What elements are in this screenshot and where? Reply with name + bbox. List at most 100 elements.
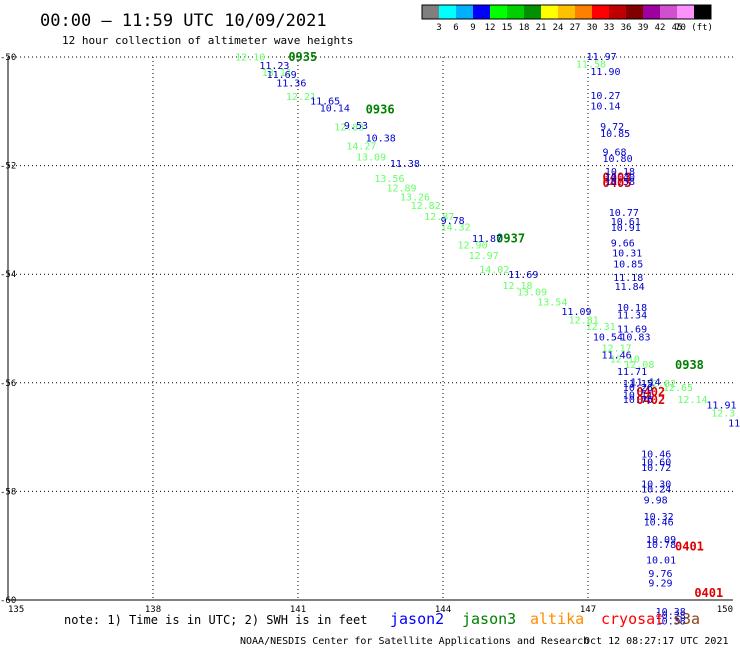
swh-value-label: 10.11	[623, 391, 653, 402]
swh-value-label: 11.87	[472, 234, 502, 245]
swh-value-label: 10.60	[641, 458, 671, 469]
pass-time-label: 0401	[694, 586, 723, 600]
y-tick-label: -58	[0, 487, 16, 497]
colorbar-swatch	[575, 5, 592, 19]
swh-value-label: 12.10	[235, 52, 265, 63]
swh-value-label: 12.65	[663, 383, 693, 394]
swh-value-label: 11.34	[617, 310, 647, 321]
colorbar-swatch	[473, 5, 490, 19]
swh-value-label: 10.83	[620, 333, 650, 344]
swh-value-label: 12.10	[610, 354, 640, 365]
swh-value-label: 9.98	[644, 496, 668, 507]
swh-value-label: 10.72	[641, 463, 671, 474]
swh-value-label: 10.58	[605, 177, 635, 188]
page-subtitle: 12 hour collection of altimeter wave hei…	[62, 34, 353, 47]
colorbar-swatch	[524, 5, 541, 19]
colorbar-swatch	[439, 5, 456, 19]
colorbar-swatch	[609, 5, 626, 19]
colorbar-swatch	[490, 5, 507, 19]
swh-value-label: 12.14	[677, 395, 707, 406]
colorbar-label: 27	[570, 23, 581, 33]
legend: jason2 jason3 altika cryosat s3a	[390, 610, 700, 628]
axis-ticks: 135 138 141 144 147 150 -50 -52 -54 -56 -58 -60	[0, 53, 733, 615]
swh-value-label: 9.29	[648, 579, 672, 590]
colorbar-label: 70 (ft)	[675, 23, 713, 33]
swh-value-label: 10.77	[609, 208, 639, 219]
swh-value-label: 12.87	[424, 212, 454, 223]
swh-value-label: 14.02	[479, 265, 509, 276]
swh-value-label: 12.3	[711, 409, 735, 420]
plot-grid	[8, 56, 733, 600]
colorbar-swatch	[660, 5, 677, 19]
swh-value-label: 12.83	[334, 123, 364, 134]
swh-value-label: 9.72	[600, 122, 624, 133]
swh-value-label: 12.21	[286, 92, 316, 103]
colorbar-label: 9	[470, 23, 475, 33]
swh-value-label: 10.38	[656, 617, 686, 628]
colorbar-label: 15	[502, 23, 513, 33]
swh-value-label: 14.27	[346, 142, 376, 153]
pass-time-label: 0403	[603, 170, 632, 184]
colorbar-label: 30	[587, 23, 598, 33]
y-tick-label: -56	[0, 379, 16, 389]
swh-value-label: 9.66	[611, 239, 635, 250]
footer-credit: NOAA/NESDIS Center for Satellite Applica…	[240, 636, 589, 647]
swh-value-label: 10.14	[320, 103, 350, 114]
swh-value-label: 11.69	[617, 325, 647, 336]
swh-value-label: 10.40	[605, 172, 635, 183]
swh-value-label: 12.31	[586, 322, 616, 333]
swh-value-label: 13.56	[374, 174, 404, 185]
colorbar-swatch	[422, 5, 439, 19]
x-tick-label: 147	[580, 605, 596, 615]
y-tick-label: -52	[0, 162, 16, 172]
x-tick-label: 150	[717, 605, 733, 615]
colorbar-label: 3	[436, 23, 441, 33]
swh-value-label: 10.80	[603, 154, 633, 165]
swh-value-label: 11.58	[576, 60, 606, 71]
colorbar-swatch	[456, 5, 473, 19]
swh-value-label: 11.14	[631, 378, 661, 389]
swh-value-label: 10.46	[641, 449, 671, 460]
swh-value-label: 10.01	[646, 555, 676, 566]
colorbar-label: 18	[519, 23, 530, 33]
plot-frame	[7, 57, 733, 601]
swh-value-label: 10.28	[656, 611, 686, 622]
colorbar-swatch	[558, 5, 575, 19]
colorbar-label: 33	[604, 23, 615, 33]
colorbar-swatch	[694, 5, 711, 19]
swh-value-label: 13.09	[356, 152, 386, 163]
colorbar-swatch	[507, 5, 524, 19]
swh-value-label: 10.26	[623, 383, 653, 394]
swh-value-label: 10.09	[646, 535, 676, 546]
swh-value-label: 10.46	[644, 517, 674, 528]
colorbar-label: 36	[621, 23, 632, 33]
swh-value-label: 11.71	[617, 367, 647, 378]
legend-entry-cryosat: cryosat	[601, 610, 664, 628]
colorbar-swatch	[626, 5, 643, 19]
x-tick-label: 135	[8, 605, 24, 615]
y-tick-label: -60	[0, 596, 16, 606]
swh-value-label: 11.84	[615, 282, 645, 293]
colorbar-label: 21	[536, 23, 547, 33]
swh-value-label: 10.18	[605, 167, 635, 178]
swh-value-label: 13.26	[400, 193, 430, 204]
swh-value-label: 10.38	[366, 133, 396, 144]
legend-entry-jason3: jason3	[462, 610, 516, 628]
colorbar-swatch	[592, 5, 609, 19]
colorbar-border	[421, 4, 712, 20]
swh-value-label: 10.38	[656, 607, 686, 618]
swh-value-label: 10.27	[590, 91, 620, 102]
colorbar-swatch	[643, 5, 660, 19]
swh-value-label: 11.65	[310, 96, 340, 107]
note-text: note: 1) Time is in UTC; 2) SWH is in fe…	[64, 613, 367, 627]
colorbar-label: 42	[655, 23, 666, 33]
swh-value-label: 10.30	[641, 479, 671, 490]
swh-value-label: 11.38	[390, 159, 420, 170]
swh-value-label: 9.78	[441, 216, 465, 227]
swh-value-label: 9.68	[603, 147, 627, 158]
pass-time-label: 0402	[636, 393, 665, 407]
swh-value-label: 12.90	[458, 240, 488, 251]
swh-value-label: 9.76	[648, 569, 672, 580]
